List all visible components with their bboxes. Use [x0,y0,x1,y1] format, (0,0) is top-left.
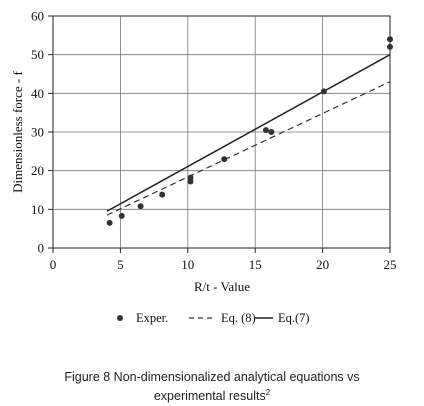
legend: Exper. Eq. (8) Eq.(7) [117,311,310,325]
x-tick-label: 0 [50,257,57,272]
x-tick-label: 25 [384,257,397,272]
x-tick-label: 5 [117,257,124,272]
y-ticks: 0 10 20 30 40 50 60 [31,9,53,256]
x-tick-label: 10 [181,257,194,272]
chart: 0 10 20 30 40 50 60 0 5 10 15 20 25 Dimensionless f… [10,9,397,326]
data-point [187,174,194,181]
data-point [320,88,327,95]
caption-line-2-text: experimental results [153,389,266,404]
data-point [118,212,125,219]
figure-caption: Figure 8 Non-dimensionalized analytical … [0,370,424,404]
y-tick-label: 50 [31,47,44,62]
data-point [262,127,269,134]
data-point [106,219,113,226]
eq8-line [106,81,391,216]
legend-label-eq8: Eq. (8) [221,311,256,325]
y-tick-label: 30 [31,125,44,140]
x-tick-label: 20 [316,257,329,272]
data-point [387,36,393,43]
y-axis-label: Dimensionless force - f [10,71,25,193]
data-point [159,191,166,198]
caption-line-1: Figure 8 Non-dimensionalized analytical … [64,370,360,384]
y-tick-label: 0 [38,241,45,256]
data-point [268,129,275,135]
legend-marker-exper [117,315,123,321]
data-point [387,43,393,50]
y-tick-label: 40 [31,86,44,101]
eq7-line [106,54,391,212]
x-axis-label: R/t - Value [194,279,250,294]
y-tick-label: 10 [31,202,44,217]
data-point [221,156,228,163]
caption-line-2: experimental results2 [0,385,424,404]
caption-superscript: 2 [265,388,271,397]
experimental-points [106,36,393,226]
y-tick-label: 20 [31,163,44,178]
legend-label-exper: Exper. [136,311,168,325]
data-point [137,203,144,210]
x-ticks: 0 5 10 15 20 25 [50,248,397,272]
x-tick-label: 15 [249,257,262,272]
legend-label-eq7: Eq.(7) [278,311,310,325]
grid [53,16,390,248]
y-tick-label: 60 [31,9,44,24]
series-lines [106,54,391,216]
